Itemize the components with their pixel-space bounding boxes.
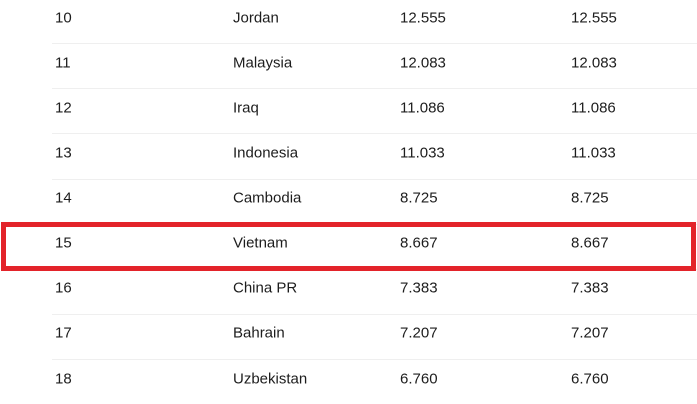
table-row: 17 Bahrain 7.207 7.207	[0, 313, 697, 359]
table-row: 14 Cambodia 8.725 8.725	[0, 178, 697, 224]
previous-points-cell: 6.760	[571, 370, 609, 388]
team-cell: Bahrain	[233, 324, 285, 342]
table-row: 18 Uzbekistan 6.760 6.760	[0, 359, 697, 404]
rank-cell: 11	[55, 54, 71, 72]
rank-cell: 10	[55, 9, 72, 27]
table-row: 11 Malaysia 12.083 12.083	[0, 43, 697, 88]
table-row: 16 China PR 7.383 7.383	[0, 268, 697, 314]
points-cell: 12.083	[400, 54, 446, 72]
points-cell: 11.086	[400, 99, 445, 117]
rank-cell: 15	[55, 234, 72, 252]
team-cell: Iraq	[233, 99, 259, 117]
previous-points-cell: 12.555	[571, 9, 617, 27]
previous-points-cell: 8.667	[571, 234, 609, 252]
points-cell: 11.033	[400, 144, 445, 162]
points-cell: 6.760	[400, 370, 438, 388]
rank-cell: 12	[55, 99, 72, 117]
row-divider	[52, 223, 697, 225]
team-cell: Jordan	[233, 9, 279, 27]
table-row: 10 Jordan 12.555 12.555	[0, 0, 697, 43]
table-row: 12 Iraq 11.086 11.086	[0, 88, 697, 133]
team-cell: Cambodia	[233, 189, 302, 207]
previous-points-cell: 11.086	[571, 99, 616, 117]
rank-cell: 18	[55, 370, 72, 388]
team-cell: Malaysia	[233, 54, 293, 72]
previous-points-cell: 7.207	[571, 324, 609, 342]
rank-cell: 16	[55, 279, 72, 297]
previous-points-cell: 12.083	[571, 54, 617, 72]
table-row: 15 Vietnam 8.667 8.667	[0, 223, 697, 269]
row-divider	[52, 43, 697, 45]
team-cell: Indonesia	[233, 144, 299, 162]
rank-cell: 13	[55, 144, 72, 162]
row-divider	[52, 313, 697, 315]
points-cell: 7.207	[400, 324, 438, 342]
row-divider	[52, 133, 697, 135]
row-divider	[52, 178, 697, 180]
row-divider	[52, 88, 697, 90]
points-cell: 8.725	[400, 189, 438, 207]
table-row: 13 Indonesia 11.033 11.033	[0, 133, 697, 178]
points-cell: 8.667	[400, 234, 438, 252]
team-cell: Vietnam	[233, 234, 288, 252]
previous-points-cell: 7.383	[571, 279, 609, 297]
row-divider	[52, 268, 697, 270]
rank-cell: 14	[55, 189, 72, 207]
points-cell: 7.383	[400, 279, 438, 297]
points-cell: 12.555	[400, 9, 446, 27]
rank-cell: 17	[55, 324, 72, 342]
row-divider	[52, 359, 697, 360]
team-cell: Uzbekistan	[233, 370, 308, 388]
previous-points-cell: 11.033	[571, 144, 616, 162]
previous-points-cell: 8.725	[571, 189, 609, 207]
team-cell: China PR	[233, 279, 298, 297]
